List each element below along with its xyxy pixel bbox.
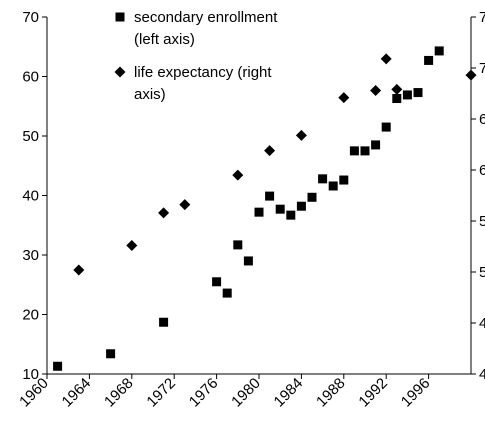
legend-label: life expectancy (right axis) <box>134 64 272 103</box>
square-marker <box>371 140 381 150</box>
x-tick-label: 1968 <box>101 375 137 411</box>
diamond-marker <box>391 83 403 95</box>
diamond-marker <box>295 129 307 141</box>
x-tick-label: 1976 <box>186 375 222 411</box>
y-tick-label: 40 <box>22 188 39 205</box>
diamond-marker <box>73 264 85 276</box>
legend-line: (left axis) <box>134 31 195 48</box>
legend-label: secondary enrollment (left axis) <box>134 9 278 48</box>
square-marker <box>328 181 338 191</box>
square-marker <box>212 277 222 287</box>
square-marker <box>243 256 253 266</box>
square-marker <box>339 175 349 185</box>
square-marker <box>254 207 264 217</box>
y2-tick-label: 45 <box>479 315 485 332</box>
diamond-marker <box>179 199 191 211</box>
square-marker <box>424 55 434 65</box>
x-tick-label: 1984 <box>271 375 307 411</box>
diamond-marker <box>232 169 244 181</box>
x-tick-label: 1988 <box>313 375 349 411</box>
y-tick-label: 50 <box>22 128 39 145</box>
square-marker <box>392 94 402 104</box>
square-marker <box>434 46 444 56</box>
diamond-marker <box>465 69 477 81</box>
diamond-marker <box>126 239 138 251</box>
diamond-marker <box>370 84 382 96</box>
x-tick-label: 1972 <box>143 375 179 411</box>
square-marker <box>53 361 63 371</box>
legend-line: secondary enrollment <box>134 9 278 26</box>
y2-tick-label: 60 <box>479 162 485 179</box>
diamond-marker <box>114 66 126 78</box>
y2-tick-label: 75 <box>479 9 485 26</box>
square-marker <box>265 191 275 201</box>
square-marker <box>275 204 285 214</box>
y-tick-label: 70 <box>22 9 39 26</box>
y-tick-label: 30 <box>22 247 39 264</box>
diamond-marker <box>158 207 170 219</box>
y2-tick-label: 65 <box>479 111 485 128</box>
square-marker <box>233 240 243 250</box>
y-tick-label: 10 <box>22 366 39 383</box>
square-marker <box>318 174 328 184</box>
square-marker <box>106 349 116 359</box>
square-marker <box>115 12 125 22</box>
square-marker <box>413 88 423 98</box>
diamond-marker <box>380 53 392 65</box>
y-tick-label: 60 <box>22 69 39 86</box>
square-marker <box>360 146 370 156</box>
square-marker <box>159 317 169 327</box>
y2-tick-label: 70 <box>479 60 485 77</box>
y2-tick-label: 50 <box>479 264 485 281</box>
y2-tick-label: 55 <box>479 213 485 230</box>
x-tick-label: 1996 <box>398 375 434 411</box>
diamond-marker <box>264 145 276 157</box>
x-tick-label: 1964 <box>59 375 95 411</box>
square-marker <box>307 192 317 202</box>
square-marker <box>222 288 232 298</box>
square-marker <box>296 201 306 211</box>
square-marker <box>381 122 391 132</box>
square-marker <box>402 90 412 100</box>
square-marker <box>286 210 296 220</box>
y-tick-label: 20 <box>22 307 39 324</box>
x-tick-label: 1992 <box>355 375 391 411</box>
square-marker <box>349 146 359 156</box>
diamond-marker <box>338 92 350 104</box>
y2-tick-label: 40 <box>479 366 485 383</box>
x-tick-label: 1980 <box>228 375 264 411</box>
legend-line: life expectancy (right <box>134 64 272 81</box>
legend-line: axis) <box>134 86 166 103</box>
